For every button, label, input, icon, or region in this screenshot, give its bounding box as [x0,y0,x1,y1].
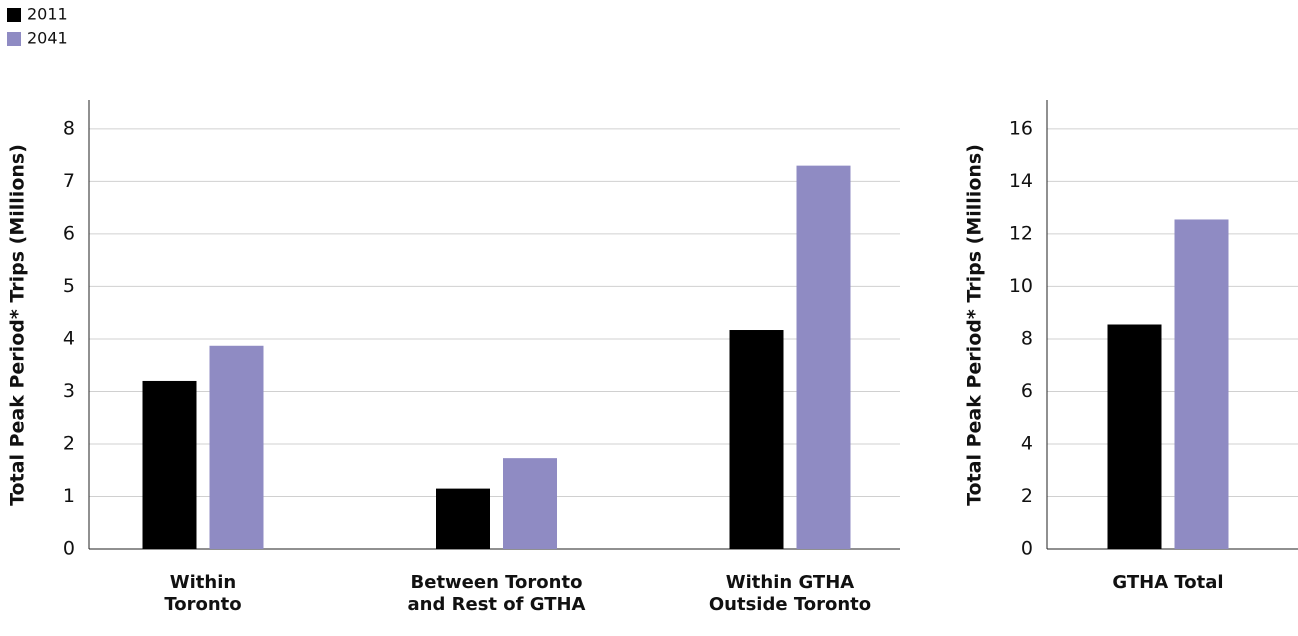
x-tick-label: Within GTHA Outside Toronto [708,572,872,615]
legend-swatch [7,8,21,22]
bar [796,165,851,549]
y-tick-label: 4 [1021,432,1033,454]
x-tick-label: GTHA Total [1112,572,1224,593]
legend-label: 2011 [27,5,68,24]
y-tick-label: 1 [63,485,75,507]
y-tick-label: 5 [63,275,75,297]
y-tick-label: 12 [1009,222,1033,244]
y-tick-label: 8 [1021,327,1033,349]
y-tick-label: 6 [63,222,75,244]
bar [1107,324,1162,549]
y-tick-label: 7 [63,170,75,192]
bar [729,330,784,549]
y-tick-label: 3 [63,380,75,402]
y-tick-label: 4 [63,327,75,349]
legend-label: 2041 [27,29,68,48]
y-tick-label: 2 [63,432,75,454]
y-tick-label: 14 [1009,170,1033,192]
y-tick-label: 8 [63,117,75,139]
y-tick-label: 0 [63,538,75,560]
y-tick-label: 0 [1021,538,1033,560]
legend-swatch [7,32,21,46]
y-tick-label: 10 [1009,275,1033,297]
y-tick-label: 6 [1021,380,1033,402]
y-axis-label: Total Peak Period* Trips (Millions) [7,144,29,506]
bar [436,488,490,549]
bar [209,345,264,549]
bar [142,380,197,549]
y-tick-label: 16 [1009,117,1033,139]
bar [1174,219,1229,549]
x-tick-label: Between Toronto and Rest of GTHA [407,572,586,615]
x-tick-label: Within Toronto [164,572,242,615]
y-tick-label: 2 [1021,485,1033,507]
y-axis-label: Total Peak Period* Trips (Millions) [964,144,986,506]
bar [503,458,557,549]
